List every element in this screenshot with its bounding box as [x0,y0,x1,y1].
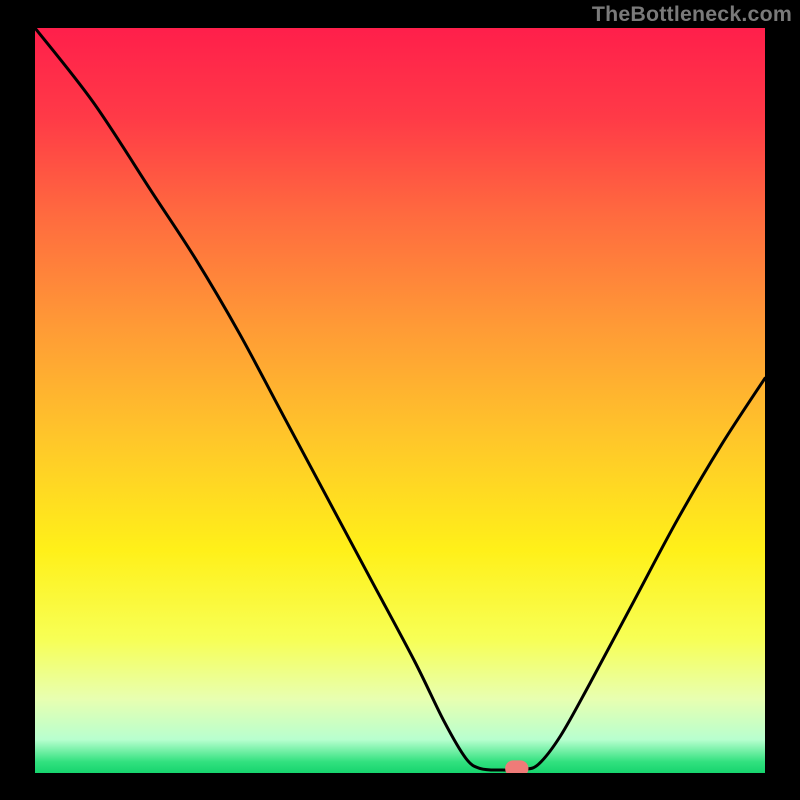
bottleneck-chart [0,0,800,800]
plot-background-gradient [35,28,765,773]
chart-stage: TheBottleneck.com [0,0,800,800]
watermark-text: TheBottleneck.com [592,2,792,27]
